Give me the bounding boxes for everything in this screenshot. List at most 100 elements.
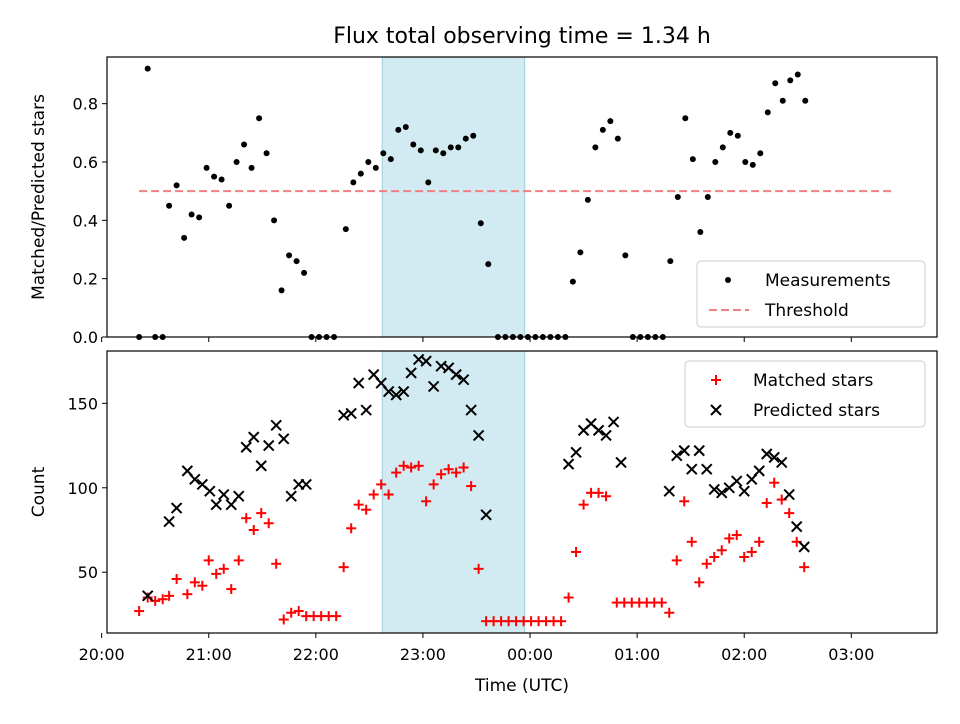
data-point <box>577 249 584 256</box>
x-tick-label: 22:00 <box>293 645 339 664</box>
data-point <box>470 132 477 139</box>
data-point <box>286 252 293 259</box>
x-tick-label: 21:00 <box>186 645 232 664</box>
data-point <box>189 473 201 486</box>
legend-label: Threshold <box>764 301 849 321</box>
data-point <box>556 616 567 627</box>
data-point <box>342 226 349 233</box>
data-point <box>372 164 379 171</box>
data-point <box>248 431 260 443</box>
data-point <box>352 377 365 389</box>
data-point <box>390 389 402 401</box>
data-point <box>346 523 357 534</box>
data-point-b <box>562 458 575 470</box>
data-point-b <box>761 448 773 460</box>
data-point <box>570 446 582 459</box>
data-point-b <box>790 520 803 533</box>
legend-marker <box>711 375 721 385</box>
data-point <box>189 577 200 588</box>
data-point <box>278 287 285 294</box>
panel-1: 0.0 0.2 0.4 0.6 0.8 Matched/Predicted stars Me… <box>29 56 938 347</box>
y-tick-label: 0.8 <box>73 95 98 114</box>
data-point <box>593 487 604 498</box>
data-point <box>144 65 151 72</box>
data-point <box>398 460 409 471</box>
data-point-b <box>263 439 275 452</box>
data-point <box>727 129 734 136</box>
data-point-b <box>345 407 357 420</box>
data-point <box>480 509 492 521</box>
data-point-b <box>278 433 290 445</box>
data-point <box>350 179 357 186</box>
data-point-b <box>615 456 627 469</box>
x-tick-label: 23:00 <box>400 645 446 664</box>
data-point <box>447 144 454 151</box>
data-point <box>592 424 605 437</box>
panel-2: 20:00 21:00 22:00 23:00 00:00 01:00 02:00 03:00… <box>29 350 938 664</box>
data-point-b <box>663 485 675 497</box>
data-point <box>397 385 410 398</box>
data-point <box>562 458 575 470</box>
data-point <box>361 504 372 515</box>
data-point-b <box>181 465 194 477</box>
y-axis-label: Matched/Predicted stars <box>29 94 49 300</box>
x-tick-label: 02:00 <box>721 645 767 664</box>
data-point <box>181 234 188 241</box>
data-point <box>391 467 402 478</box>
data-point-b <box>427 380 440 393</box>
data-point <box>477 220 484 227</box>
data-point <box>457 373 470 386</box>
data-point-b <box>716 487 728 499</box>
data-point <box>622 252 629 259</box>
data-point <box>278 614 289 625</box>
data-point-b <box>753 465 765 477</box>
data-point <box>331 611 342 622</box>
data-point-b <box>480 509 492 521</box>
legend-marker-b <box>710 404 722 416</box>
data-point <box>746 546 757 557</box>
data-point-b <box>457 373 470 386</box>
data-point <box>754 536 765 547</box>
y-tick-label: 0.0 <box>73 328 98 347</box>
data-point <box>769 477 780 488</box>
data-point <box>196 214 203 221</box>
data-point <box>271 558 282 569</box>
data-point-b <box>375 377 387 389</box>
data-point <box>163 515 175 528</box>
data-point <box>764 109 771 116</box>
data-point <box>240 441 252 453</box>
data-point <box>779 97 786 104</box>
data-point-b <box>442 362 455 374</box>
data-point-b <box>382 385 395 398</box>
data-point-b <box>686 463 698 475</box>
data-point <box>485 261 492 268</box>
data-point <box>413 460 424 471</box>
series-measurements <box>136 65 809 340</box>
data-point <box>465 404 477 416</box>
data-point <box>166 202 173 209</box>
data-point <box>686 463 698 475</box>
data-point <box>757 150 764 157</box>
x-axis-label: Time (UTC) <box>474 676 569 696</box>
data-point-b <box>671 449 683 462</box>
axes-frame <box>106 56 938 338</box>
data-point <box>226 584 237 595</box>
data-point <box>383 489 394 500</box>
legend-marker <box>710 404 722 416</box>
data-point-b <box>360 404 372 416</box>
x-tick-label: 00:00 <box>507 645 553 664</box>
data-point-b <box>255 460 267 472</box>
data-point-b <box>798 541 810 553</box>
data-point-b <box>585 417 597 430</box>
data-point <box>263 518 274 529</box>
data-point <box>256 508 267 519</box>
data-point-b <box>285 490 297 502</box>
data-point <box>607 416 620 428</box>
data-point-b <box>600 429 612 442</box>
data-point-b <box>204 485 216 497</box>
data-point <box>738 485 750 497</box>
data-point <box>226 202 233 209</box>
data-point <box>614 135 621 142</box>
data-point <box>671 555 682 566</box>
